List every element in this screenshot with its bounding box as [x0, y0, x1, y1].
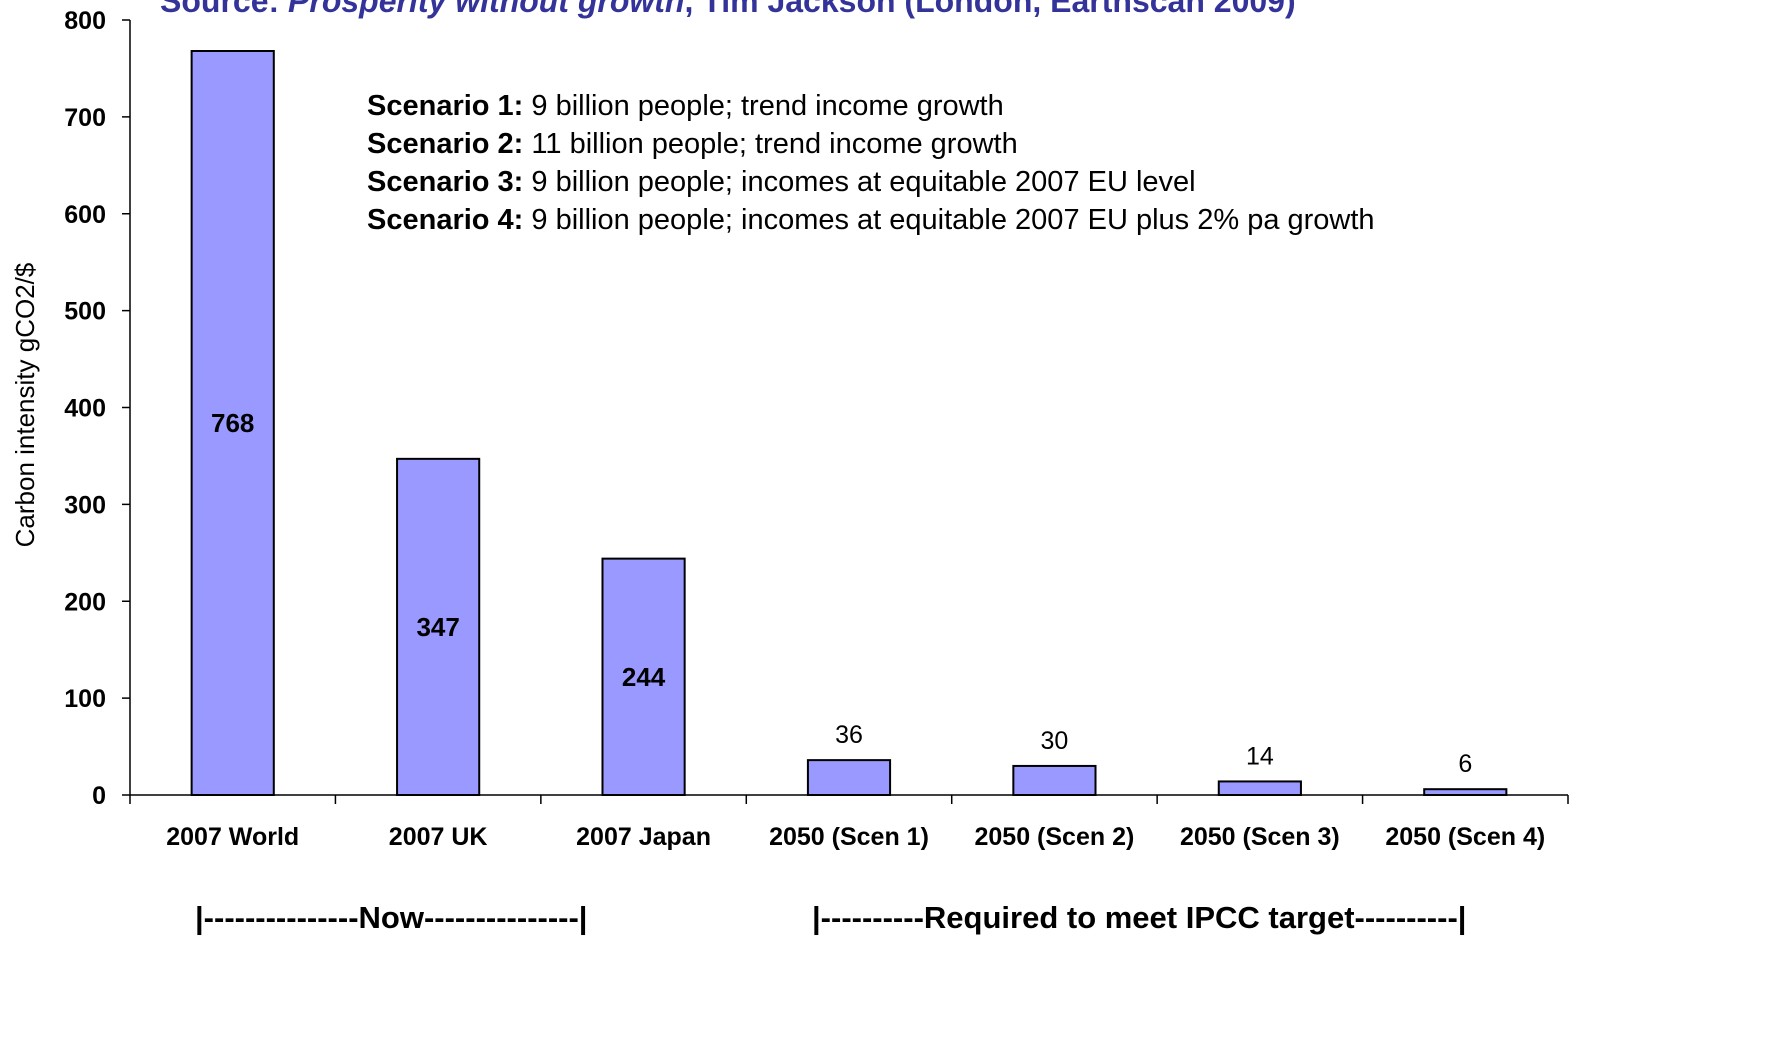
scenario-note-label: Scenario 4:	[367, 204, 524, 236]
data-label: 30	[1041, 727, 1069, 755]
data-label: 36	[835, 721, 863, 749]
scenario-note-text: 9 billion people; incomes at equitable 2…	[523, 204, 1375, 236]
y-tick-label: 700	[64, 104, 106, 132]
axes	[129, 20, 1568, 796]
y-tick-label: 800	[64, 7, 106, 35]
source-rest: , Tim Jackson (London, Earthscan 2009)	[684, 0, 1296, 19]
x-tick-label: 2007 UK	[389, 823, 488, 851]
source-prefix: Source:	[160, 0, 289, 19]
bar	[806, 759, 892, 796]
bar	[1217, 780, 1302, 796]
y-tick-label: 600	[64, 201, 106, 229]
y-tick-label: 0	[92, 782, 106, 810]
data-label: 347	[416, 612, 459, 642]
y-tick-label: 400	[64, 395, 106, 423]
data-label: 768	[211, 408, 254, 438]
y-axis-label: Carbon intensity gCO2/$	[10, 262, 40, 547]
group-label-now: |---------------Now---------------|	[195, 900, 588, 935]
x-tick-label: 2007 World	[166, 823, 299, 851]
bar	[601, 557, 686, 796]
scenario-note-4: Scenario 4: 9 billion people; incomes at…	[367, 201, 1375, 239]
source-title: Source: Prosperity without growth, Tim J…	[160, 0, 1296, 20]
data-label: 6	[1458, 750, 1472, 778]
x-tick-label: 2050 (Scen 1)	[769, 823, 929, 851]
x-tick-label: 2050 (Scen 2)	[975, 823, 1135, 851]
scenario-notes: Scenario 1: 9 billion people; trend inco…	[367, 87, 1375, 239]
y-tick-label: 200	[64, 588, 106, 616]
scenario-note-2: Scenario 2: 11 billion people; trend inc…	[367, 125, 1375, 163]
scenario-note-text: 11 billion people; trend income growth	[523, 128, 1018, 160]
bar	[1423, 788, 1508, 796]
scenario-note-text: 9 billion people; incomes at equitable 2…	[523, 166, 1196, 198]
bars: 768 347 244 36 30 14 6	[190, 50, 1508, 796]
scenario-note-label: Scenario 1:	[367, 90, 524, 122]
y-axis-ticks: 0 100 200 300 400 500 600 700 800	[64, 7, 130, 810]
scenario-note-text: 9 billion people; trend income growth	[523, 90, 1004, 122]
source-book-title: Prosperity without growth	[288, 0, 685, 19]
group-label-required: |----------Required to meet IPCC target-…	[812, 900, 1467, 935]
scenario-note-label: Scenario 3:	[367, 166, 524, 198]
x-tick-label: 2050 (Scen 4)	[1385, 823, 1545, 851]
data-label: 244	[622, 662, 666, 692]
y-tick-label: 300	[64, 491, 106, 519]
x-axis-ticks: 2007 World 2007 UK 2007 Japan 2050 (Scen 1)…	[129, 795, 1569, 851]
bar	[1012, 764, 1097, 796]
data-label: 14	[1246, 742, 1274, 770]
scenario-note-label: Scenario 2:	[367, 128, 524, 160]
bar	[396, 457, 481, 796]
scenario-note-3: Scenario 3: 9 billion people; incomes at…	[367, 163, 1375, 201]
x-tick-label: 2007 Japan	[576, 823, 711, 851]
y-tick-label: 500	[64, 298, 106, 326]
scenario-note-1: Scenario 1: 9 billion people; trend inco…	[367, 87, 1375, 125]
bar	[190, 50, 275, 796]
x-tick-label: 2050 (Scen 3)	[1180, 823, 1340, 851]
y-tick-label: 100	[64, 685, 106, 713]
